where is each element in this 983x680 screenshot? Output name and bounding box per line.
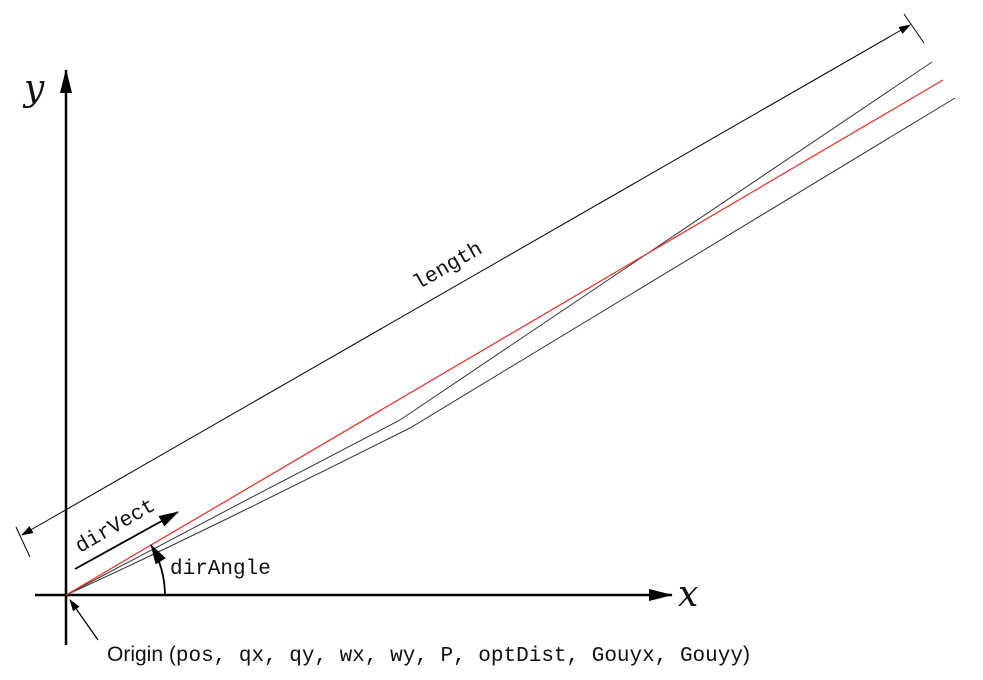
length-tick-left <box>15 526 31 558</box>
dir-vect-arrow <box>74 511 179 570</box>
beam-envelope-upper <box>65 61 933 596</box>
dir-angle-arc <box>150 544 166 596</box>
beam-envelope-lower <box>65 97 956 596</box>
origin-caption-suffix: ) <box>743 643 750 666</box>
dir-angle-label: dirAngle <box>170 558 271 581</box>
origin-caption: Origin (pos, qx, qy, wx, wy, P, optDist,… <box>107 643 750 668</box>
origin-caption-params: pos, qx, qy, wx, wy, P, optDist, Gouyx, … <box>176 645 743 668</box>
dir-vect-label: dirVect <box>72 495 160 559</box>
length-tick-right <box>903 13 925 44</box>
x-axis-label: x <box>678 574 698 615</box>
length-label: length <box>410 238 487 296</box>
length-dimension-line <box>21 24 911 536</box>
y-axis-label: y <box>22 68 45 109</box>
origin-caption-prefix: Origin ( <box>107 643 176 666</box>
beam-center-line <box>65 79 944 596</box>
origin-pointer-arrow <box>69 599 99 641</box>
